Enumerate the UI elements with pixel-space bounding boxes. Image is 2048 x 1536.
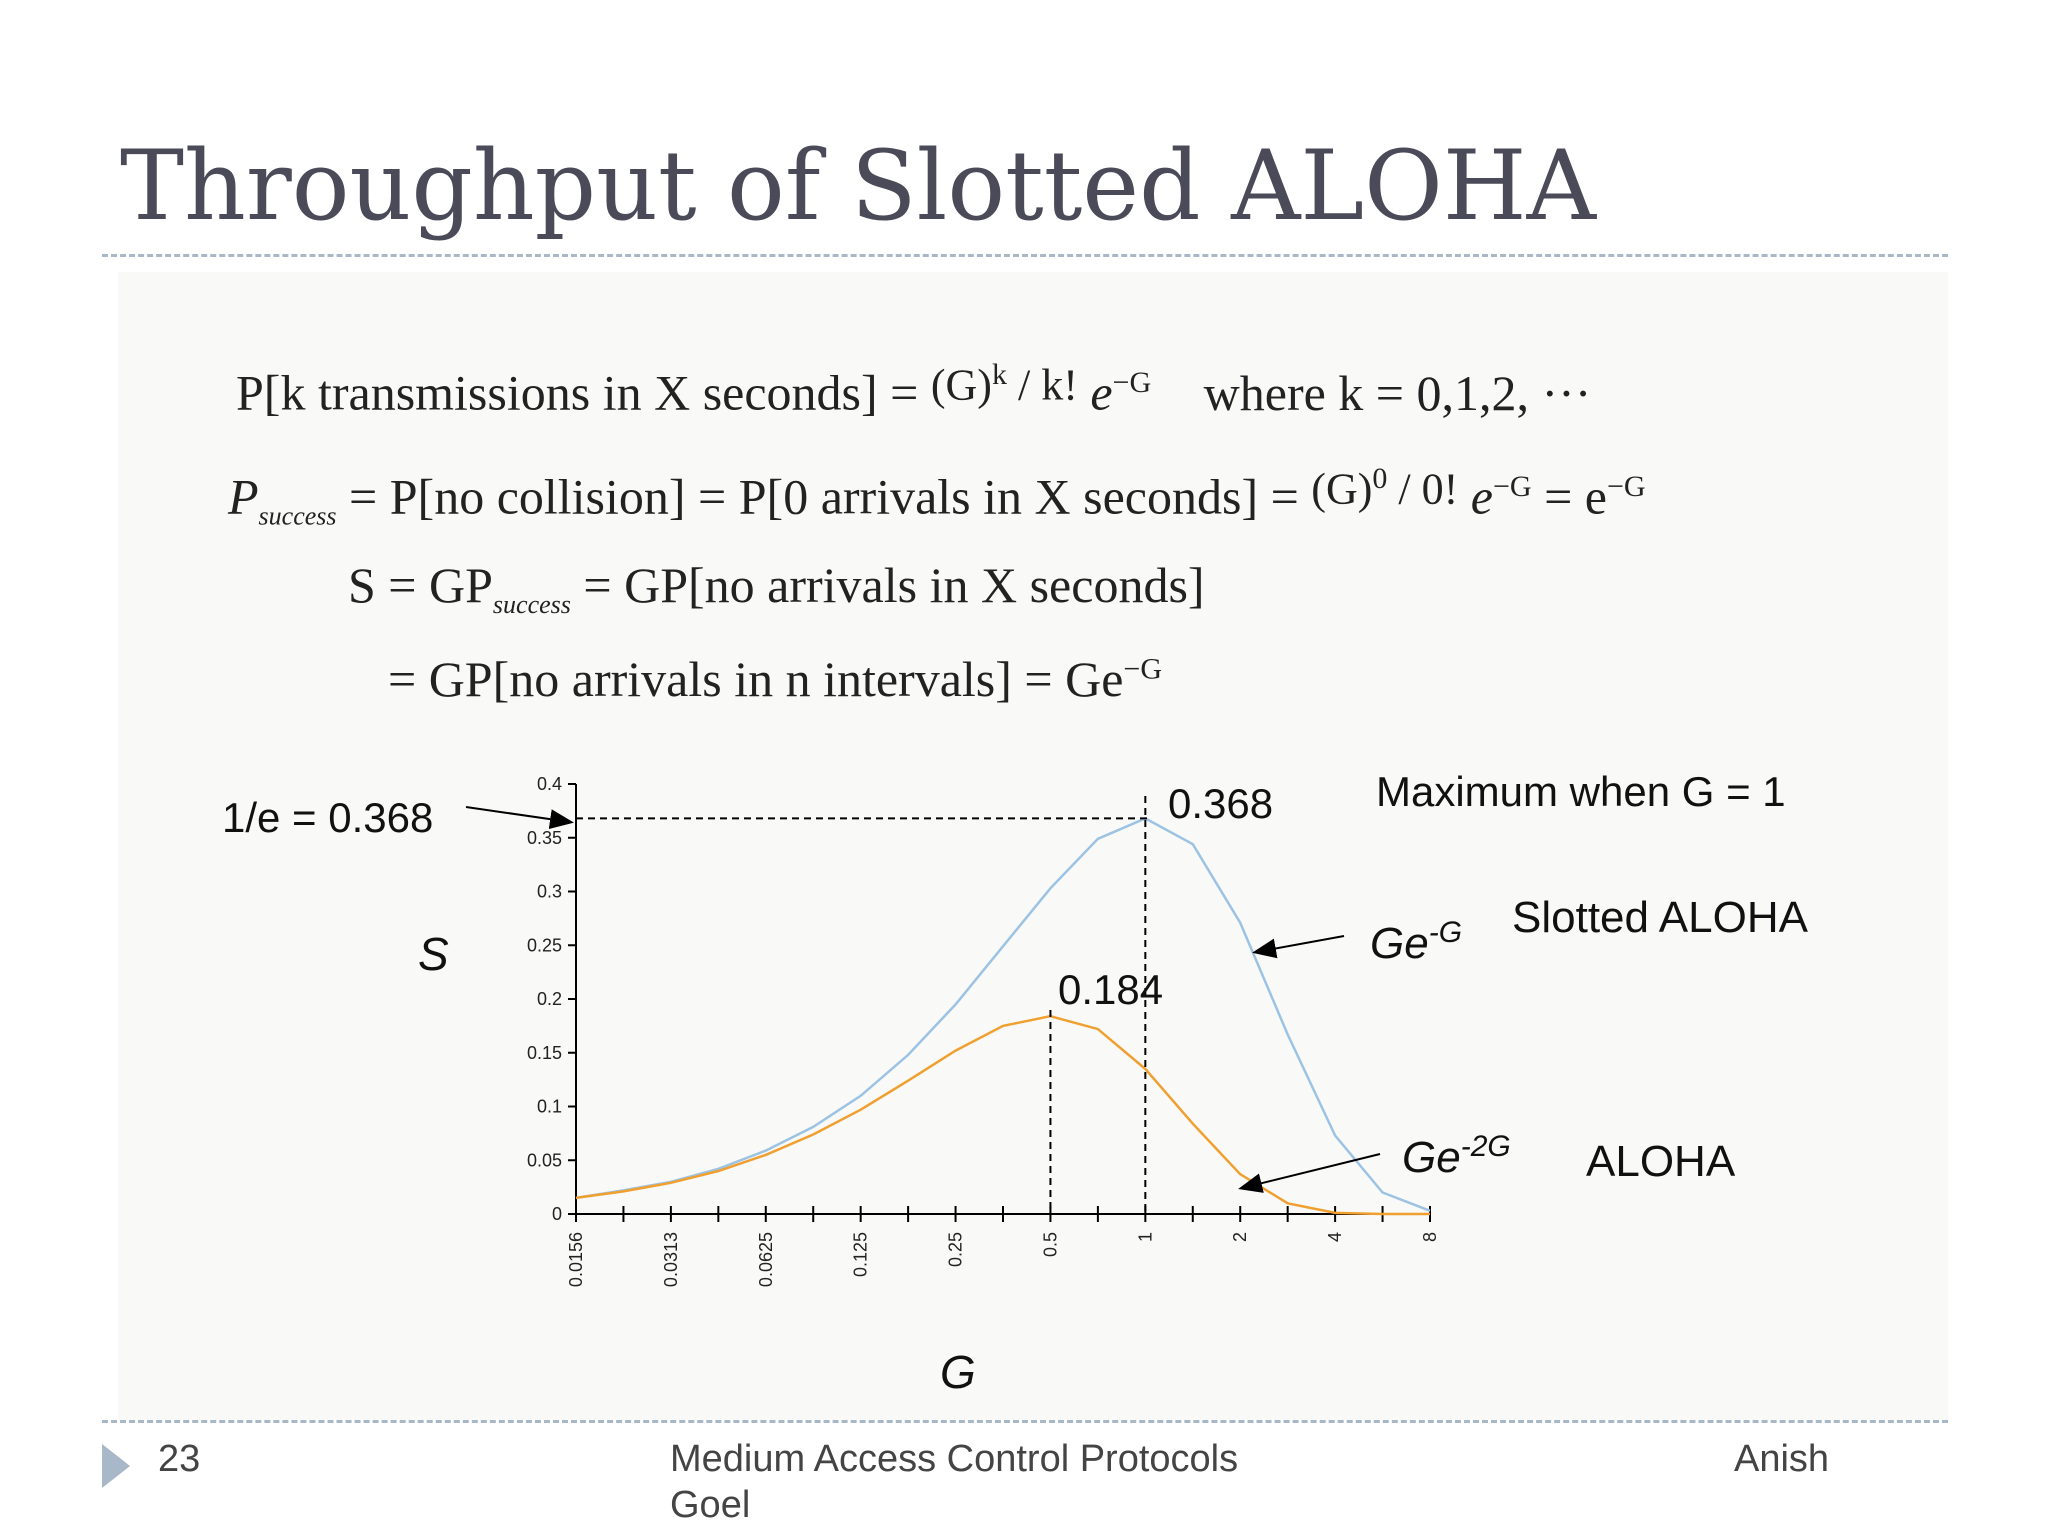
eq1-exp: e: [1090, 364, 1113, 421]
page-number: 23: [158, 1438, 201, 1480]
eq2-rhs: = P[no collision] = P[0 arrivals in X se…: [349, 468, 1299, 525]
footer-arrow-icon: [102, 1444, 130, 1488]
footer-author-lastname: Goel: [670, 1484, 751, 1526]
x-tick-label: 4: [1325, 1232, 1345, 1242]
x-tick-label: 0.0156: [566, 1232, 586, 1287]
y-axis-label: S: [418, 928, 449, 980]
x-tick-label: 0.25: [946, 1232, 966, 1267]
equation-line-4: = GP[no arrivals in n intervals] = Ge−G: [388, 650, 1162, 708]
x-tick-label: 0.125: [851, 1232, 871, 1277]
eq3-lhs: S = GP: [348, 557, 493, 613]
equation-line-1: P[k transmissions in X seconds] = (G)k /…: [236, 358, 1591, 422]
slotted-formula-base: Ge: [1370, 919, 1429, 968]
y-tick-label: 0.4: [537, 774, 562, 794]
x-tick-label: 0.0625: [756, 1232, 776, 1287]
eq1-fraction: (G)k / k!: [930, 358, 1078, 410]
eq2-denominator: 0!: [1421, 464, 1459, 514]
aloha-line: [575, 1014, 1430, 1216]
eq2-sub: success: [258, 501, 337, 531]
content-area: [118, 272, 1948, 1420]
x-tick-label: 1: [1135, 1232, 1155, 1242]
eq2-p: P: [228, 468, 259, 525]
eq1-denominator: k!: [1041, 360, 1078, 410]
y-tick-label: 0.05: [527, 1150, 562, 1170]
eq2-eq2: = e: [1544, 468, 1607, 525]
slide-title: Throughput of Slotted ALOHA: [120, 130, 1596, 242]
slotted-formula-sup: -G: [1429, 916, 1462, 949]
one-over-e-label: 1/e = 0.368: [222, 794, 433, 841]
y-tick-label: 0: [552, 1204, 562, 1224]
title-divider: [102, 254, 1948, 257]
equation-line-2: Psuccess = P[no collision] = P[0 arrival…: [228, 462, 1646, 532]
y-tick-label: 0.25: [527, 935, 562, 955]
aloha-peak-label: 0.184: [1058, 966, 1163, 1013]
aloha-name: ALOHA: [1586, 1137, 1736, 1186]
slotted-peak-label: 0.368: [1168, 780, 1273, 827]
eq1-numerator: (G): [930, 360, 992, 410]
eq2-numerator-sup: 0: [1372, 462, 1388, 495]
equation-line-3: S = GPsuccess = GP[no arrivals in X seco…: [348, 556, 1205, 620]
aloha-arrow: [1238, 1153, 1381, 1193]
aloha-formula-sup: -2G: [1461, 1130, 1511, 1163]
y-tick-label: 0.2: [537, 989, 562, 1009]
y-tick-label: 0.1: [537, 1097, 562, 1117]
y-tick-label: 0.35: [527, 828, 562, 848]
eq2-numerator: (G): [1311, 464, 1373, 514]
x-tick-label: 2: [1230, 1232, 1250, 1242]
eq1-where: where k = 0,1,2, ···: [1203, 364, 1592, 421]
slotted-formula-label: Ge-G: [1370, 916, 1462, 968]
aloha-formula-label: Ge-2G: [1402, 1130, 1511, 1182]
footer-course-title: Medium Access Control Protocols: [670, 1438, 1239, 1480]
x-tick-label: 0.5: [1040, 1232, 1060, 1257]
eq2-eq2-sup: −G: [1606, 470, 1646, 503]
eq1-lhs: P[k transmissions in X seconds] =: [236, 364, 919, 421]
x-tick-label: 8: [1420, 1232, 1440, 1242]
aloha-formula-base: Ge: [1402, 1133, 1461, 1182]
eq4-text: = GP[no arrivals in n intervals] = Ge: [388, 651, 1124, 707]
eq3-sub: success: [492, 590, 571, 619]
eq2-exp: e: [1470, 468, 1493, 525]
eq2-fraction: (G)0 / 0!: [1311, 462, 1459, 514]
slotted-aloha-name: Slotted ALOHA: [1512, 893, 1809, 942]
eq3-rhs: = GP[no arrivals in X seconds]: [583, 557, 1205, 613]
slotted-arrow: [1252, 935, 1345, 959]
x-tick-label: 0.0313: [661, 1232, 681, 1287]
eq2-exp-sup: −G: [1492, 470, 1532, 503]
x-axis-label: G: [940, 1346, 976, 1398]
one-over-e-arrow: [465, 806, 574, 830]
maximum-note: Maximum when G = 1: [1376, 768, 1786, 815]
footer-divider: [102, 1420, 1948, 1423]
eq4-sup: −G: [1123, 652, 1162, 686]
footer-author-firstname: Anish: [1734, 1438, 1830, 1480]
y-tick-label: 0.15: [527, 1043, 562, 1063]
slotted-aloha-line: [575, 817, 1431, 1212]
eq1-numerator-sup: k: [991, 358, 1007, 391]
eq1-exp-sup: −G: [1112, 366, 1152, 399]
y-tick-label: 0.3: [537, 882, 562, 902]
